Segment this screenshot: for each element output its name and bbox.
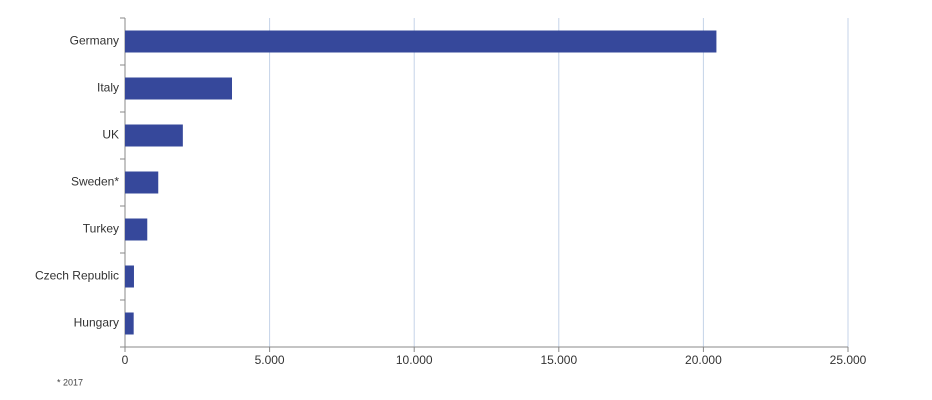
y-tick-label: Hungary: [74, 316, 119, 330]
bar: [125, 30, 717, 53]
y-tick-label: Turkey: [83, 222, 119, 236]
x-tick-label: 5.000: [255, 353, 285, 367]
x-tick-label: 0: [122, 353, 129, 367]
y-tick-label: UK: [102, 128, 119, 142]
bar: [125, 171, 159, 194]
y-tick-label: Italy: [97, 81, 119, 95]
x-tick-label: 10.000: [396, 353, 433, 367]
bar: [125, 218, 148, 241]
y-tick-label: Czech Republic: [35, 269, 119, 283]
x-tick-label: 15.000: [540, 353, 577, 367]
bar: [125, 124, 183, 147]
x-tick-label: 20.000: [685, 353, 722, 367]
bar: [125, 312, 134, 335]
bar: [125, 265, 134, 288]
footnote: * 2017: [57, 377, 83, 387]
y-tick-label: Germany: [70, 34, 119, 48]
y-tick-label: Sweden*: [71, 175, 119, 189]
bar: [125, 77, 233, 100]
x-tick-label: 25.000: [830, 353, 867, 367]
